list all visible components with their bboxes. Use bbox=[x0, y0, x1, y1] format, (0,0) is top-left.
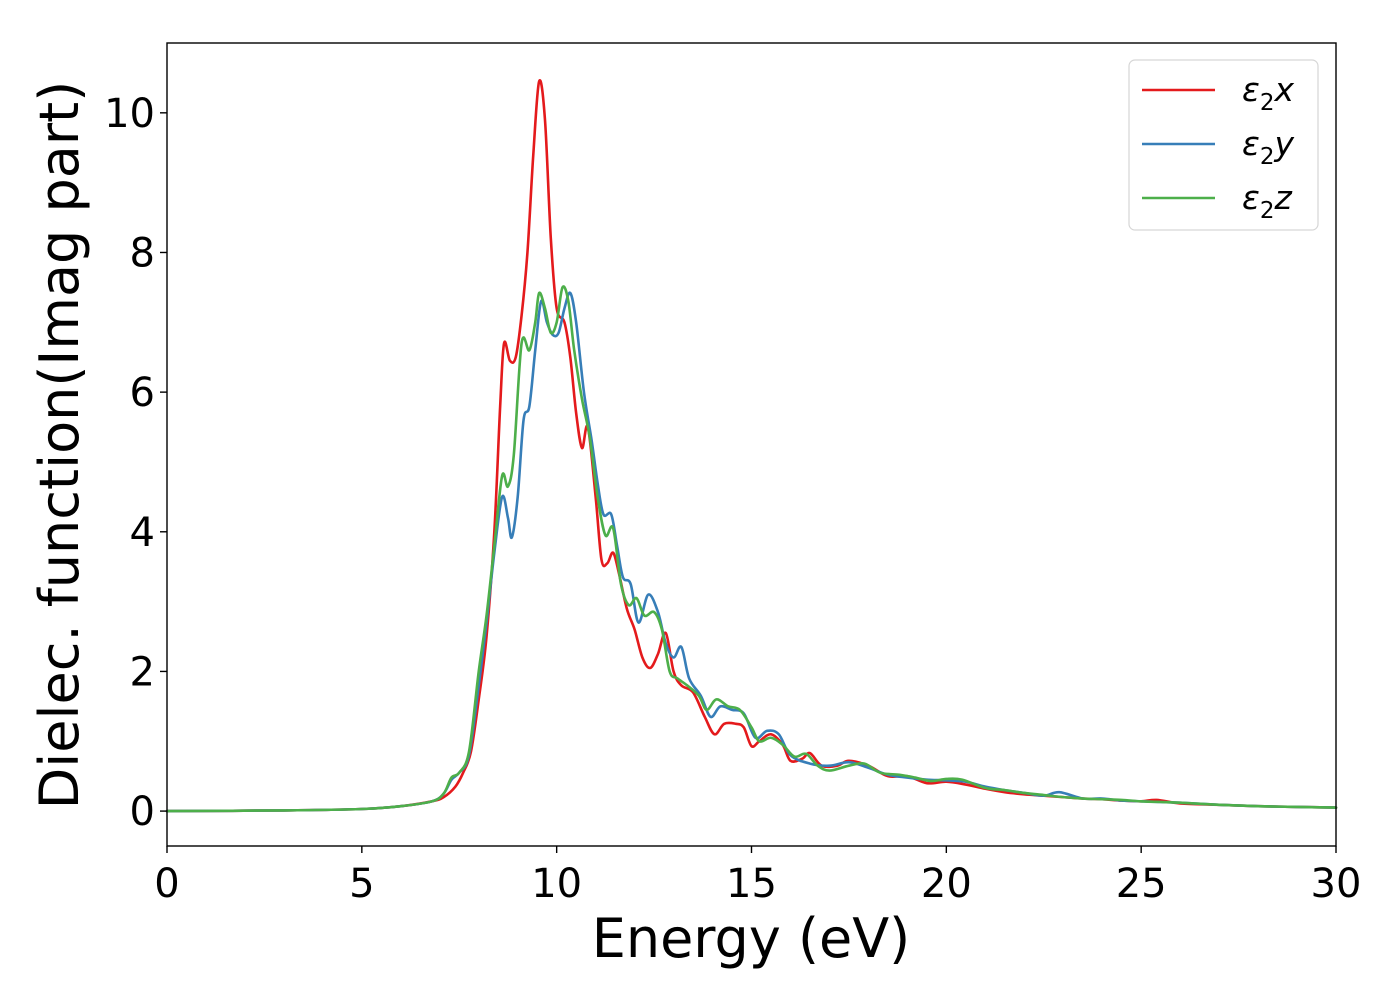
legend-label-y: ε2y bbox=[1242, 124, 1294, 170]
x-tick-label: 5 bbox=[349, 861, 374, 907]
x-axis-ticks: 0 5 10 15 20 25 30 bbox=[154, 846, 1361, 907]
legend: ε2x ε2y ε2z bbox=[1128, 59, 1319, 231]
y-tick-label: 2 bbox=[130, 649, 155, 695]
x-tick-label: 20 bbox=[921, 861, 972, 907]
x-tick-label: 30 bbox=[1311, 861, 1362, 907]
y-tick-label: 10 bbox=[104, 91, 155, 137]
x-tick-label: 25 bbox=[1116, 861, 1167, 907]
y-tick-label: 6 bbox=[130, 370, 155, 416]
y-axis-ticks: 0 2 4 6 8 10 bbox=[104, 91, 167, 835]
series-line-z bbox=[165, 285, 1338, 813]
y-tick-label: 4 bbox=[130, 510, 155, 556]
x-axis-label: Energy (eV) bbox=[592, 907, 911, 970]
y-tick-label: 8 bbox=[130, 230, 155, 276]
x-tick-label: 10 bbox=[531, 861, 582, 907]
legend-label-z: ε2z bbox=[1242, 178, 1292, 224]
x-tick-label: 15 bbox=[726, 861, 777, 907]
legend-box bbox=[1128, 59, 1319, 231]
legend-label-x: ε2x bbox=[1242, 70, 1294, 116]
series-layer bbox=[165, 79, 1338, 813]
y-axis-label: Dielec. function(Imag part) bbox=[28, 81, 91, 810]
y-tick-label: 0 bbox=[130, 789, 155, 835]
x-tick-label: 0 bbox=[154, 861, 179, 907]
series-line-x bbox=[165, 79, 1338, 813]
